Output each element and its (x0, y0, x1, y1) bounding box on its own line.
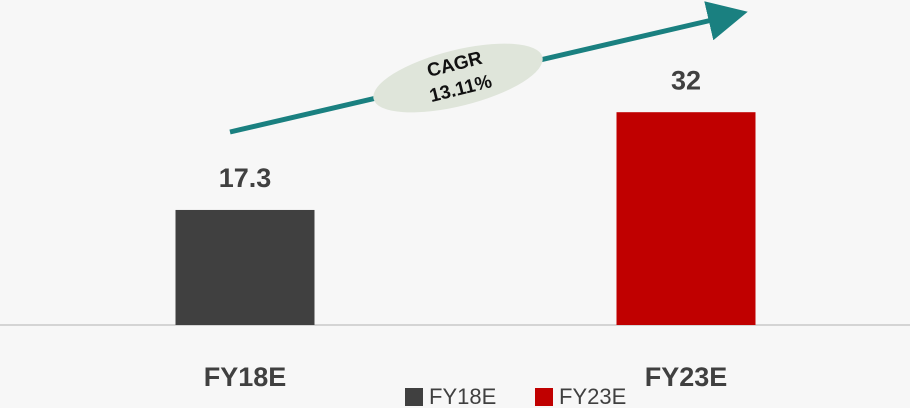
x-tick-label: FY23E (645, 362, 728, 392)
legend-label: FY18E (429, 384, 496, 408)
legend-swatch (405, 388, 423, 406)
legend-label: FY23E (559, 384, 626, 408)
data-label: 32 (671, 65, 701, 95)
chart: CAGR 13.11% FY18E17.3FY23E32FY18EFY23E (0, 0, 910, 408)
bar (617, 112, 756, 325)
x-tick-label: FY18E (204, 362, 287, 392)
data-label: 17.3 (219, 163, 272, 193)
legend-swatch (535, 388, 553, 406)
bar (176, 210, 315, 325)
